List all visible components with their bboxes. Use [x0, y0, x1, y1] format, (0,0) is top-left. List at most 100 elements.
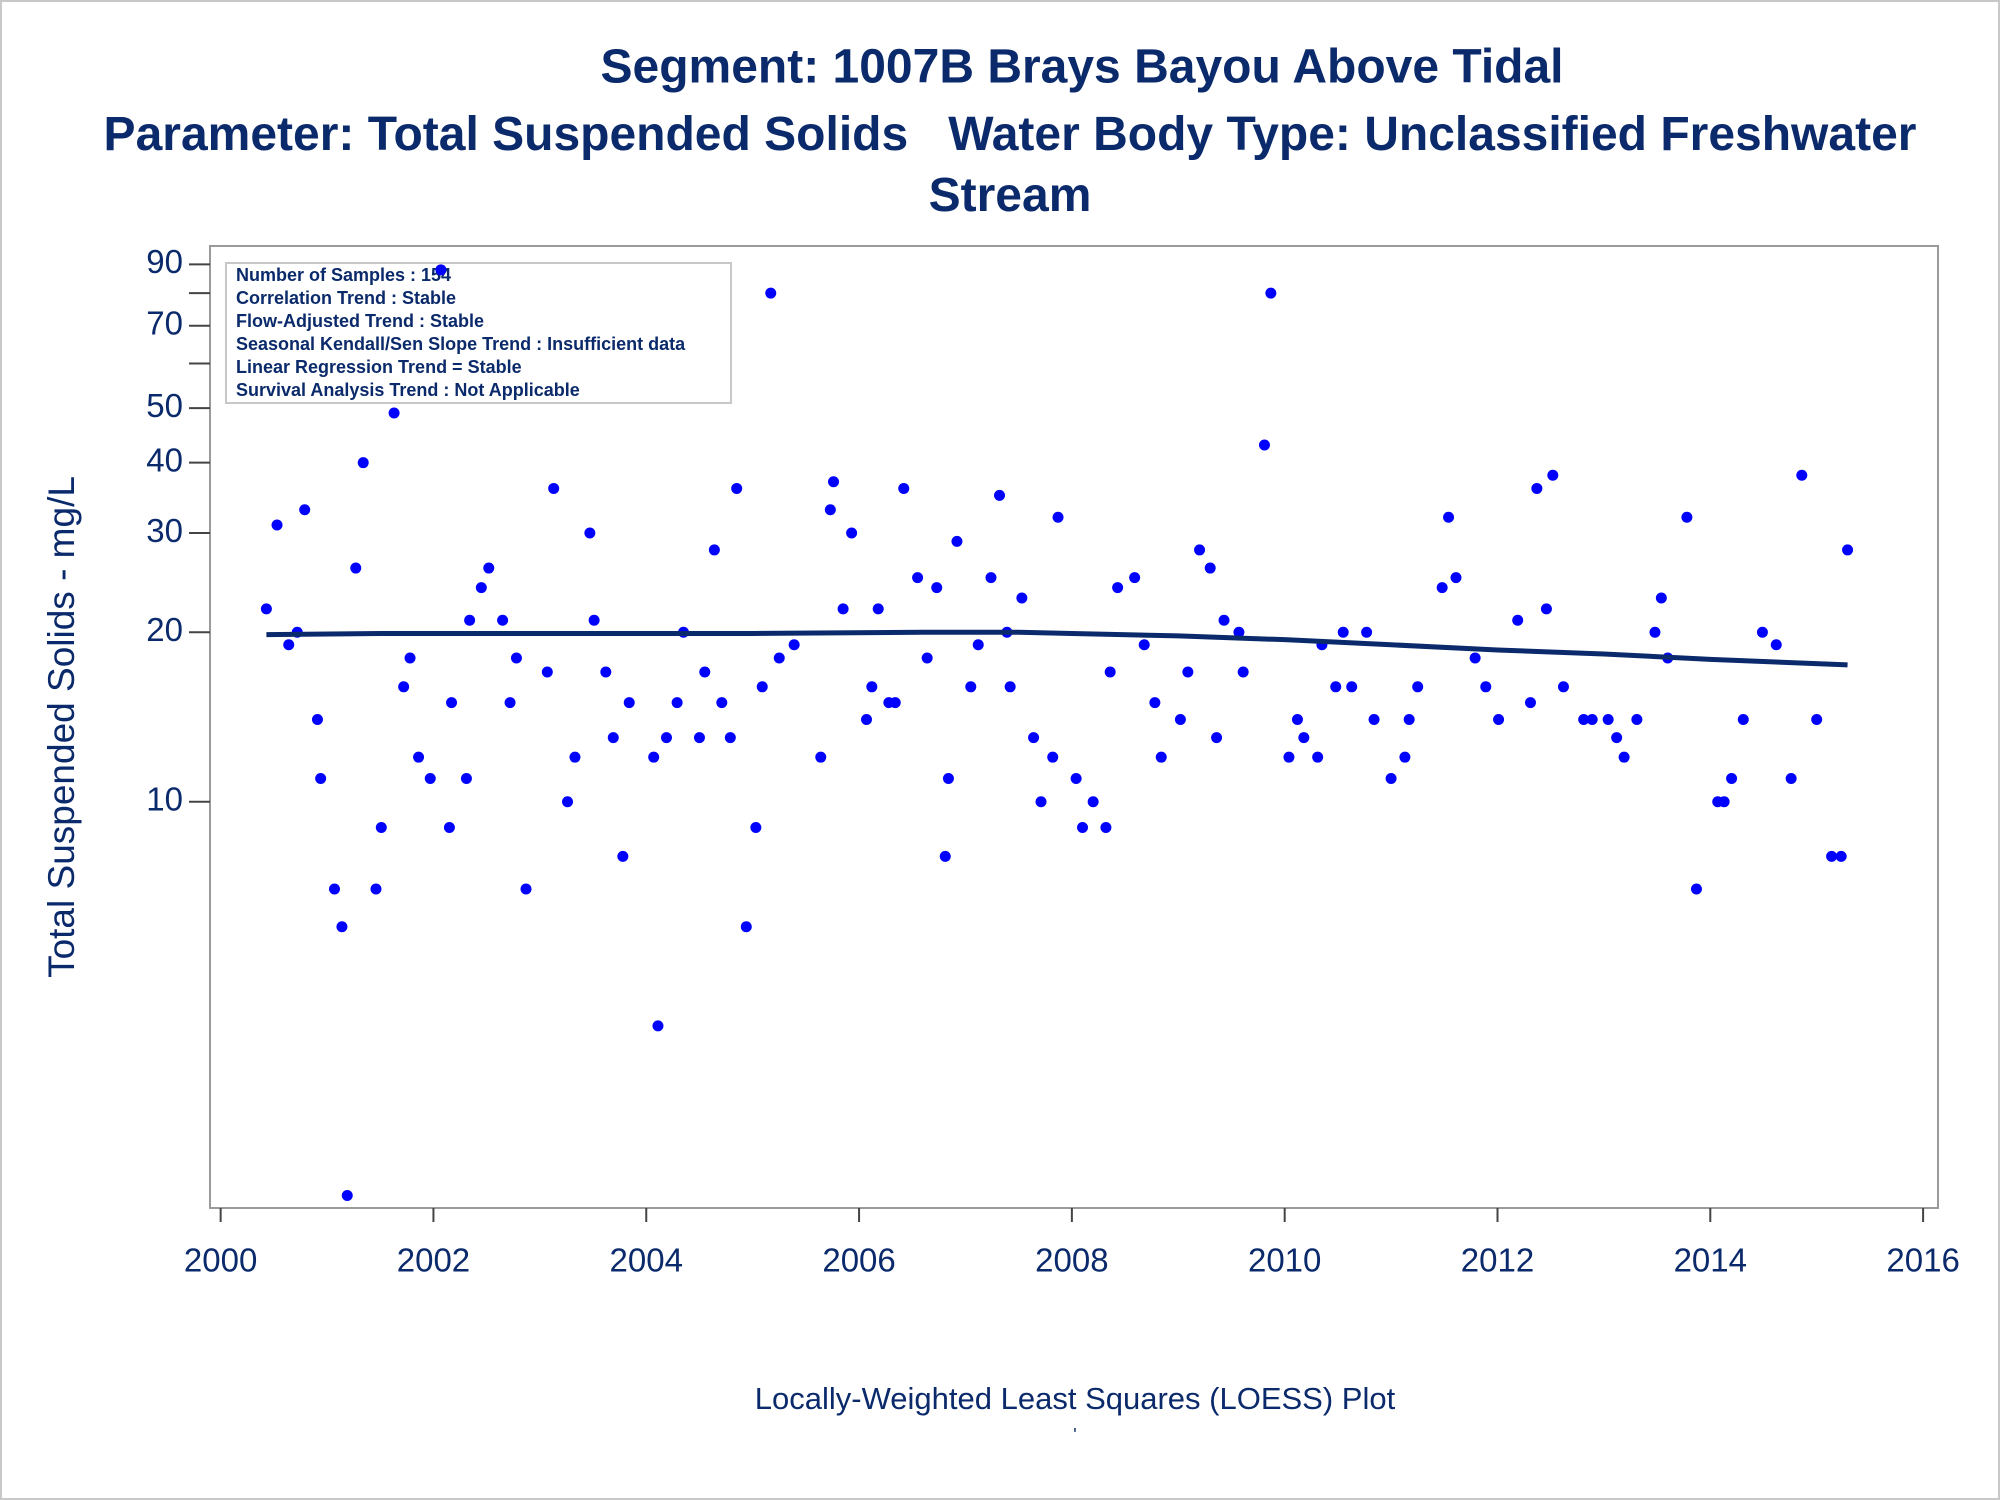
data-point — [994, 489, 1006, 501]
y-tick-label: 50 — [146, 387, 183, 424]
data-point — [1443, 511, 1455, 523]
annotation: Survival Analysis Trend : Not Applicable — [236, 380, 580, 400]
data-point — [357, 457, 369, 469]
data-point — [939, 850, 951, 862]
data-point — [716, 697, 728, 709]
data-point — [1655, 592, 1667, 604]
data-point — [1649, 626, 1661, 638]
data-point — [1718, 796, 1730, 808]
data-point — [951, 535, 963, 547]
data-point — [1737, 713, 1749, 725]
data-point — [765, 287, 777, 299]
data-point — [588, 614, 600, 626]
data-point — [750, 822, 762, 834]
chart-subtitle: Parameter: Total Suspended Solids Water … — [103, 108, 1930, 222]
data-point — [388, 407, 400, 419]
data-point — [1540, 603, 1552, 615]
data-point — [1182, 666, 1194, 678]
plot-frame — [209, 245, 1939, 1209]
data-point — [731, 482, 743, 494]
data-point — [1291, 713, 1303, 725]
data-point — [350, 562, 362, 574]
data-point — [1104, 666, 1116, 678]
data-point — [1233, 626, 1245, 638]
data-point — [1531, 482, 1543, 494]
data-point — [315, 772, 327, 784]
data-point — [1312, 751, 1324, 763]
data-point — [1785, 772, 1797, 784]
data-point — [1112, 582, 1124, 594]
y-tick-label: 40 — [146, 441, 183, 478]
data-point — [1194, 544, 1206, 556]
x-tick-label: 2012 — [1461, 1242, 1534, 1279]
data-point — [435, 264, 447, 276]
data-point — [1811, 713, 1823, 725]
data-point — [600, 666, 612, 678]
data-point — [1298, 732, 1310, 744]
data-point — [398, 681, 410, 693]
data-point — [1493, 713, 1505, 725]
data-point — [1258, 439, 1270, 451]
data-point — [607, 732, 619, 744]
data-point — [872, 603, 884, 615]
data-point — [1204, 562, 1216, 574]
data-point — [1602, 713, 1614, 725]
data-point — [861, 713, 873, 725]
data-point — [1618, 751, 1630, 763]
data-point — [328, 883, 340, 895]
data-point — [569, 751, 581, 763]
data-point — [985, 572, 997, 584]
data-point — [942, 772, 954, 784]
data-point — [889, 697, 901, 709]
data-point — [1004, 681, 1016, 693]
data-point — [724, 732, 736, 744]
x-tick-label: 2008 — [1035, 1242, 1108, 1279]
data-point — [740, 921, 752, 933]
y-tick-label: 30 — [146, 512, 183, 549]
data-point — [1149, 697, 1161, 709]
data-point — [1174, 713, 1186, 725]
data-point — [1361, 626, 1373, 638]
data-point — [617, 850, 629, 862]
data-point — [965, 681, 977, 693]
data-point — [1052, 511, 1064, 523]
loess-line — [266, 629, 1848, 668]
data-point — [1337, 626, 1349, 638]
data-point — [1547, 469, 1559, 481]
data-point — [1842, 544, 1854, 556]
x-tick-label: 2004 — [610, 1242, 683, 1279]
data-point — [1346, 681, 1358, 693]
data-point — [1826, 850, 1838, 862]
data-point — [1087, 796, 1099, 808]
data-point — [1469, 652, 1481, 664]
data-point — [413, 751, 425, 763]
data-point — [1557, 681, 1569, 693]
data-point — [1035, 796, 1047, 808]
data-point — [828, 476, 840, 488]
data-point — [375, 822, 387, 834]
data-point — [1265, 287, 1277, 299]
data-point — [1403, 713, 1415, 725]
data-point — [1368, 713, 1380, 725]
data-point — [1016, 592, 1028, 604]
data-point — [699, 666, 711, 678]
data-point — [1330, 681, 1342, 693]
data-point — [898, 482, 910, 494]
footnote-mark: ' — [1073, 1425, 1076, 1445]
data-point — [1436, 582, 1448, 594]
data-point — [483, 562, 495, 574]
data-point — [260, 603, 272, 615]
data-point — [497, 614, 509, 626]
data-point — [837, 603, 849, 615]
data-point — [1100, 822, 1112, 834]
data-point — [510, 652, 522, 664]
data-point — [671, 697, 683, 709]
data-point — [648, 751, 660, 763]
data-point — [1690, 883, 1702, 895]
data-point — [1835, 850, 1847, 862]
data-point — [693, 732, 705, 744]
data-point — [1524, 697, 1536, 709]
data-point — [1155, 751, 1167, 763]
